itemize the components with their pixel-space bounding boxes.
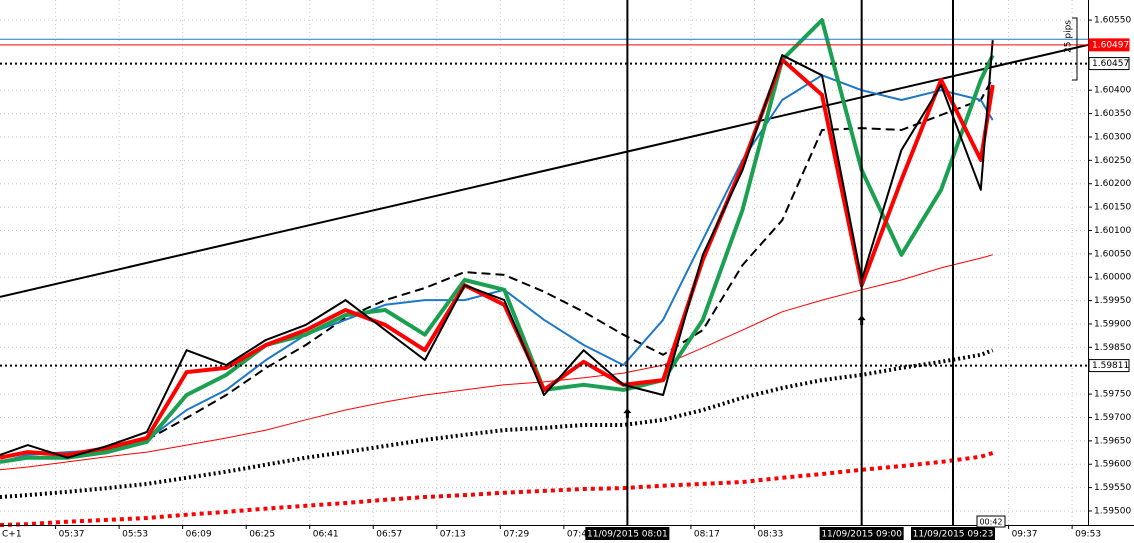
y-tick-label: 1.59900 xyxy=(1094,319,1131,329)
y-tick-label: 1.60250 xyxy=(1094,156,1131,166)
series-line xyxy=(0,254,993,471)
series-line xyxy=(146,77,994,441)
x-tick-label: 05:53 xyxy=(122,530,148,540)
x-tick-label: 08:33 xyxy=(757,530,783,540)
price-label-box xyxy=(1088,38,1130,52)
x-tick-label: 06:57 xyxy=(376,530,402,540)
time-label: 11/09/2015 09:00 xyxy=(821,530,902,540)
x-tick-label: 07:29 xyxy=(503,530,529,540)
y-tick-label: 1.59500 xyxy=(1094,506,1131,516)
time-label: 11/09/2015 09:23 xyxy=(913,530,994,540)
time-label-box xyxy=(910,527,995,540)
y-tick-label: 1.59850 xyxy=(1094,343,1131,353)
arrow xyxy=(623,408,632,419)
price-label: 1.59811 xyxy=(1092,361,1129,371)
y-tick-label: 1.60550 xyxy=(1094,16,1131,26)
series-line xyxy=(0,451,994,527)
y-tick-label: 1.59750 xyxy=(1094,390,1131,400)
y-tick-label: 1.60000 xyxy=(1094,273,1131,283)
x-tick-label: 05:37 xyxy=(59,530,85,540)
price-label: 1.60497 xyxy=(1092,40,1129,50)
x-tick-label: 07:13 xyxy=(440,530,466,540)
x-tick-label: 09:53 xyxy=(1075,530,1101,540)
x-tick-label: 06:41 xyxy=(313,530,339,540)
series-line xyxy=(0,40,994,459)
y-tick-label: 1.60100 xyxy=(1094,226,1131,236)
price-label-box xyxy=(1088,359,1130,373)
arrow xyxy=(857,315,866,326)
y-tick-label: 1.60200 xyxy=(1094,179,1131,189)
series-line xyxy=(0,57,995,460)
y-tick-label: 1.60400 xyxy=(1094,86,1131,96)
y-tick-label: 1.59950 xyxy=(1094,296,1131,306)
timer-box xyxy=(976,515,1006,528)
price-label-box xyxy=(1088,57,1130,71)
overlay xyxy=(0,0,1088,525)
time-label-box xyxy=(819,527,904,540)
range-bracket xyxy=(1072,17,1078,81)
corner-label: C+1 xyxy=(2,530,22,540)
series-line xyxy=(0,18,995,464)
y-tick-label: 1.60350 xyxy=(1094,109,1131,119)
y-tick-label: 1.60150 xyxy=(1094,203,1131,213)
trendline xyxy=(0,43,1089,298)
y-tick-label: 1.59600 xyxy=(1094,460,1131,470)
axes: 1.60550 1.60400 1.60350 1.60300 1.60250 1.602… xyxy=(55,16,1131,540)
x-tick-label: 06:09 xyxy=(186,530,212,540)
price-label: 1.60457 xyxy=(1092,59,1129,69)
timer-label: 00:42 xyxy=(979,518,1002,527)
y-tick-label: 1.59650 xyxy=(1094,436,1131,446)
x-tick-label: 08:17 xyxy=(694,530,720,540)
x-tick-label: 07:4 xyxy=(567,530,587,540)
x-tick-label: 06:25 xyxy=(249,530,275,540)
y-tick-label: 1.60300 xyxy=(1094,132,1131,142)
plot xyxy=(0,18,1089,527)
time-label-box xyxy=(585,527,670,540)
time-label: 11/09/2015 08:01 xyxy=(587,530,668,540)
series-line xyxy=(0,348,994,499)
y-tick-label: 1.59700 xyxy=(1094,413,1131,423)
y-tick-label: 1.59550 xyxy=(1094,483,1131,493)
y-tick-label: 1.60050 xyxy=(1094,249,1131,259)
range-label: 25 pips xyxy=(1064,20,1074,53)
x-tick-label: 09:37 xyxy=(1012,530,1038,540)
